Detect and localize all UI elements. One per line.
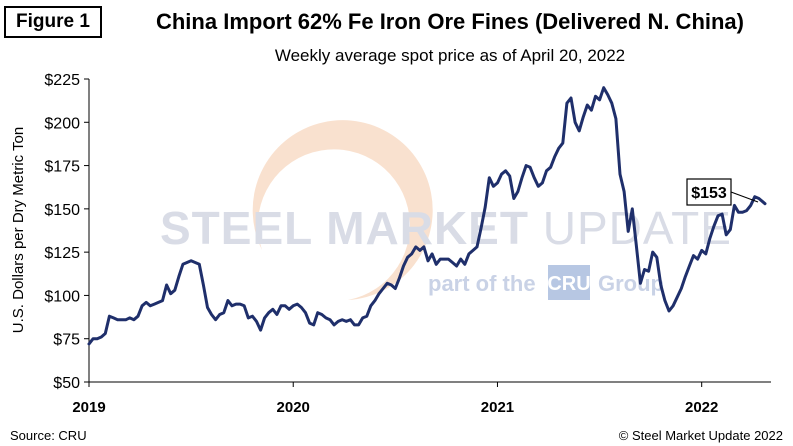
chart-subtitle: Weekly average spot price as of April 20… [274, 46, 626, 65]
y-axis-label: U.S. Dollars per Dry Metric Ton [10, 127, 27, 333]
x-ticks: 2019 2020 2021 2022 [72, 382, 718, 416]
callout-box [686, 178, 732, 206]
watermark-logo-box [548, 265, 590, 300]
watermark-tagline-pre: part of the [428, 271, 536, 296]
watermark-logo-text: CRU [547, 273, 590, 295]
y-tick-label: $125 [44, 245, 80, 262]
y-tick-label: $50 [53, 375, 80, 392]
y-tick-label: $150 [44, 202, 80, 219]
chart-title: China Import 62% Fe Iron Ore Fines (Deli… [155, 9, 744, 34]
x-tick-label: 2019 [72, 399, 105, 416]
y-tick-label: $175 [44, 159, 80, 176]
y-tick-label: $75 [53, 332, 80, 349]
watermark-swoosh [252, 120, 433, 301]
watermark: STEEL MARKET UPDATE part of the CRU Grou… [160, 120, 732, 301]
x-tick-label: 2020 [277, 399, 310, 416]
source-note: Source: CRU [10, 428, 87, 443]
x-tick-label: 2021 [481, 399, 514, 416]
watermark-tagline-post: Group [598, 271, 664, 296]
callout-label: $153 [691, 185, 727, 202]
figure-label: Figure 1 [4, 6, 102, 38]
y-ticks: $50 $75 $100 $125 $150 $175 $200 $225 [44, 72, 89, 392]
x-tick-label: 2022 [685, 399, 718, 416]
copyright-note: © Steel Market Update 2022 [618, 428, 783, 443]
watermark-brand: STEEL MARKET UPDATE [160, 202, 732, 254]
y-tick-label: $200 [44, 115, 80, 132]
y-tick-label: $225 [44, 72, 80, 89]
price-series-line [87, 86, 767, 346]
callout-leader [730, 191, 759, 203]
y-tick-label: $100 [44, 288, 80, 305]
